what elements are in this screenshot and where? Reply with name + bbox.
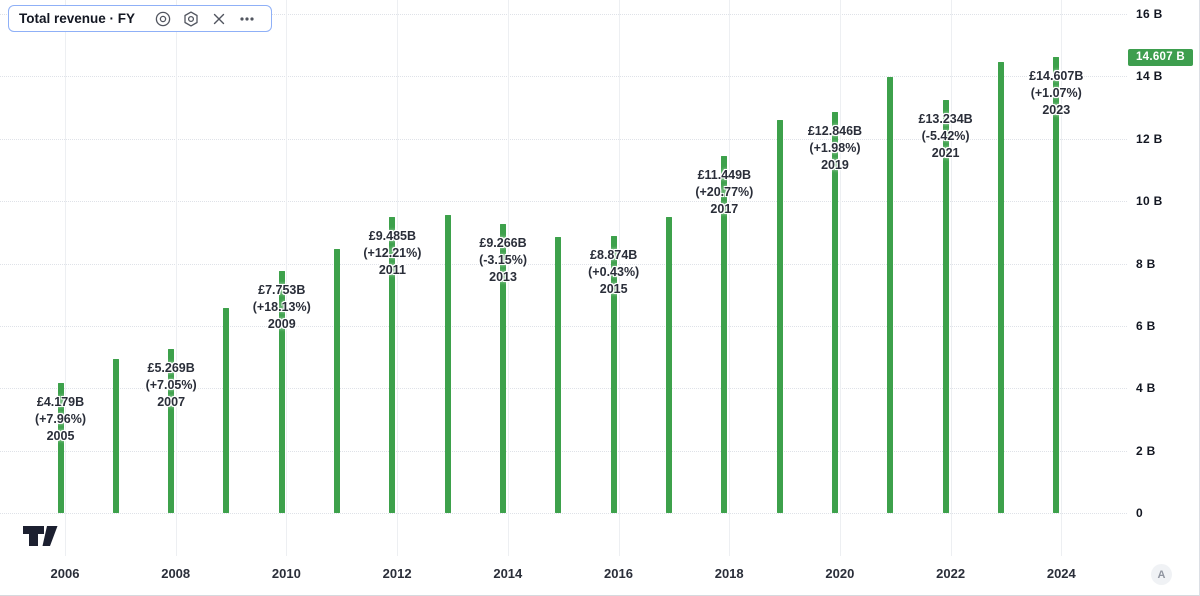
- time-axis[interactable]: 2006 2008 2010 2012 2014 2016 2018 2020 2022 2024: [0, 556, 1127, 594]
- tradingview-logo[interactable]: [21, 523, 58, 546]
- time-axis-label: 2018: [714, 566, 744, 581]
- price-axis-label: 8 B: [1136, 256, 1156, 271]
- vertical-gridline: [729, 0, 731, 556]
- vertical-gridline: [507, 0, 509, 556]
- revenue-bar-2015[interactable]: [610, 236, 617, 513]
- horizontal-gridline: [0, 201, 1127, 203]
- time-axis-label: 2010: [271, 566, 301, 581]
- price-axis-label: 16 B: [1136, 7, 1163, 21]
- time-axis-label: 2012: [382, 566, 412, 581]
- revenue-bar-2005[interactable]: [57, 382, 64, 513]
- revenue-bar-2018[interactable]: [776, 120, 783, 513]
- time-axis-label: 2024: [1046, 566, 1076, 581]
- horizontal-gridline: [0, 325, 1127, 327]
- revenue-bar-2021[interactable]: [942, 100, 949, 513]
- revenue-bar-2007[interactable]: [168, 348, 175, 513]
- revenue-bar-2014[interactable]: [555, 237, 562, 513]
- price-axis[interactable]: 16 B 14 B 12 B 10 B 8 B 6 B 4 B 2 B 0: [1127, 0, 1195, 556]
- time-axis-label: 2022: [936, 566, 966, 581]
- price-axis-label: 2 B: [1136, 443, 1156, 458]
- indicator-legend[interactable]: Total revenue · FY: [8, 5, 273, 32]
- time-axis-label: 2006: [50, 566, 80, 581]
- price-axis-label: 0: [1136, 506, 1143, 520]
- vertical-gridline: [286, 0, 288, 556]
- revenue-bar-2010[interactable]: [334, 249, 341, 513]
- price-axis-label: 6 B: [1136, 318, 1156, 333]
- price-axis-label: 4 B: [1136, 381, 1156, 396]
- price-axis-label: 10 B: [1136, 194, 1163, 209]
- revenue-bar-2008[interactable]: [223, 308, 230, 513]
- revenue-bar-2012[interactable]: [444, 214, 451, 513]
- vertical-gridline: [839, 0, 841, 556]
- toolbar-a-button[interactable]: A: [1151, 564, 1172, 585]
- horizontal-gridline: [0, 513, 1127, 514]
- price-axis-label: 14 B: [1136, 69, 1163, 84]
- revenue-bar-2020[interactable]: [887, 76, 894, 513]
- time-axis-label: 2014: [493, 566, 523, 581]
- more-icon[interactable]: [233, 7, 261, 31]
- revenue-bar-2006[interactable]: [112, 359, 119, 513]
- revenue-bar-2019[interactable]: [831, 112, 838, 513]
- gear-icon[interactable]: [177, 7, 205, 31]
- revenue-bar-2023[interactable]: [1053, 57, 1060, 513]
- vertical-gridline: [618, 0, 620, 556]
- revenue-bar-2017[interactable]: [721, 155, 728, 513]
- time-axis-label: 2016: [604, 566, 633, 581]
- horizontal-gridline: [0, 76, 1127, 78]
- vertical-gridline: [397, 0, 399, 556]
- last-value-badge: 14.607 B: [1128, 48, 1193, 66]
- vertical-gridline: [950, 0, 952, 556]
- time-axis-label: 2020: [825, 566, 855, 581]
- vertical-gridline: [65, 0, 66, 556]
- indicator-title: Total revenue · FY: [19, 11, 136, 26]
- revenue-bar-2011[interactable]: [389, 217, 396, 513]
- vertical-gridline: [175, 0, 177, 556]
- time-axis-label: 2008: [161, 566, 191, 581]
- horizontal-gridline: [0, 138, 1127, 140]
- revenue-bar-2022[interactable]: [997, 62, 1004, 513]
- price-axis-label: 12 B: [1136, 131, 1163, 146]
- horizontal-gridline: [0, 263, 1127, 265]
- revenue-bar-2013[interactable]: [500, 224, 507, 513]
- revenue-bar-2016[interactable]: [666, 217, 673, 513]
- close-icon[interactable]: [205, 7, 233, 31]
- vertical-gridline: [1061, 0, 1063, 556]
- revenue-bar-2009[interactable]: [278, 271, 285, 513]
- eye-icon[interactable]: [149, 7, 177, 31]
